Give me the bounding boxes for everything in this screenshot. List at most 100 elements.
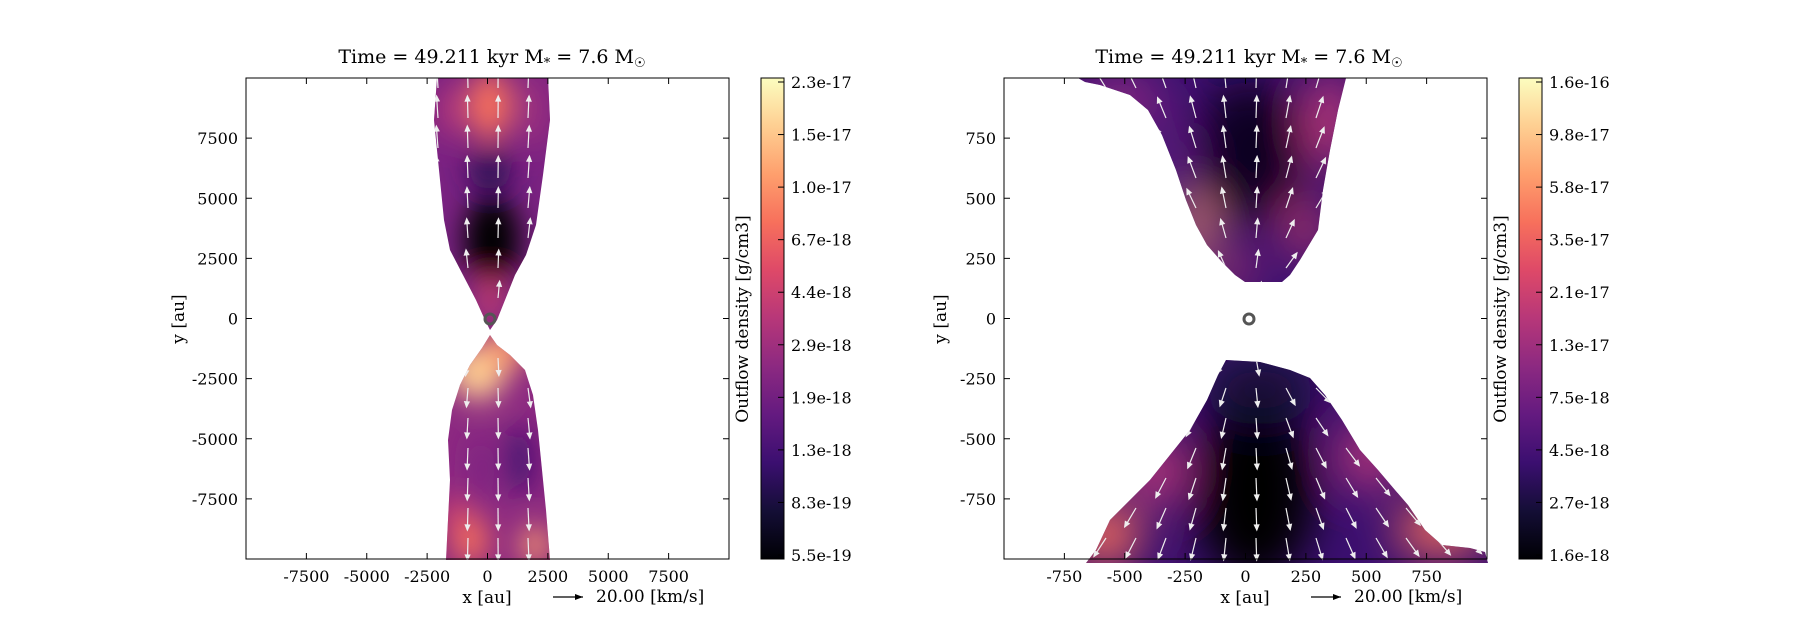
velocity-arrow — [708, 67, 713, 88]
velocity-arrowhead — [404, 525, 408, 530]
velocity-arrowhead — [1188, 125, 1195, 134]
velocity-arrow — [1346, 294, 1366, 298]
velocity-arrow — [466, 78, 469, 89]
velocity-arrow — [1466, 103, 1482, 118]
velocity-arrow — [588, 96, 591, 118]
velocity-arrowhead — [1356, 394, 1365, 401]
velocity-arrowhead — [302, 368, 307, 373]
velocity-arrow — [1125, 99, 1136, 118]
velocity-arrowhead — [1421, 360, 1429, 365]
x-tick-label: 0 — [1240, 567, 1250, 586]
velocity-arrowhead — [434, 124, 440, 132]
velocity-arrowhead — [1124, 97, 1131, 106]
velocity-arrowhead — [562, 370, 566, 375]
velocity-arrowhead — [370, 402, 374, 407]
velocity-arrow — [296, 328, 318, 333]
velocity-arrowhead — [1183, 397, 1191, 405]
velocity-arrowhead — [1418, 424, 1426, 431]
velocity-arrowhead — [342, 126, 346, 131]
velocity-arrowhead — [997, 454, 1002, 458]
velocity-arrowhead — [313, 66, 317, 71]
velocity-arrow — [1031, 71, 1046, 88]
velocity-arrow — [432, 358, 438, 376]
velocity-arrowhead — [1386, 162, 1391, 167]
velocity-arrowhead — [403, 464, 407, 469]
velocity-arrow — [374, 156, 378, 178]
velocity-arrow — [618, 328, 638, 334]
velocity-arrowhead — [619, 96, 623, 101]
velocity-arrow — [399, 358, 408, 375]
colorbar-tick-label: 4.4e-18 — [791, 283, 852, 302]
velocity-arrow — [1028, 165, 1046, 178]
velocity-arrow — [1345, 257, 1346, 269]
velocity-arrowhead — [240, 366, 245, 371]
velocity-arrow — [266, 328, 288, 332]
velocity-arrowhead — [249, 463, 253, 468]
velocity-arrowhead — [651, 464, 655, 469]
velocity-arrow — [708, 328, 730, 332]
velocity-arrow — [406, 538, 408, 560]
velocity-arrow — [1376, 295, 1397, 298]
velocity-arrowhead — [433, 402, 437, 407]
velocity-arrowhead — [557, 126, 561, 131]
x-tick-label: 2500 — [528, 567, 569, 586]
velocity-arrowhead — [1056, 392, 1061, 396]
velocity-arrowhead — [1147, 327, 1152, 331]
panel-1-density-field — [434, 78, 550, 560]
velocity-arrowhead — [526, 432, 533, 440]
velocity-arrow — [648, 448, 654, 469]
velocity-arrow — [1029, 134, 1046, 148]
velocity-arrow — [433, 250, 438, 268]
velocity-arrow — [1346, 192, 1360, 208]
velocity-arrow — [1060, 133, 1076, 148]
velocity-arrow — [678, 538, 683, 560]
velocity-arrow — [1346, 225, 1362, 238]
velocity-arrow — [313, 96, 318, 118]
velocity-arrowhead — [655, 402, 659, 407]
velocity-arrow — [1027, 448, 1046, 460]
velocity-arrow — [527, 249, 532, 269]
velocity-arrowhead — [309, 433, 313, 438]
velocity-arrowhead — [1361, 327, 1366, 331]
velocity-arrow — [1086, 360, 1107, 365]
panel-2: Time = 49.211 kyr M* = 7.6 M☉ — [931, 46, 1610, 608]
velocity-arrow — [1000, 73, 1016, 88]
velocity-arrowhead — [1054, 294, 1059, 298]
velocity-arrow — [436, 448, 438, 469]
velocity-arrowhead — [652, 187, 656, 192]
velocity-arrow — [708, 448, 717, 468]
velocity-arrowhead — [329, 287, 334, 291]
velocity-arrowhead — [248, 189, 252, 194]
velocity-arrowhead — [1116, 327, 1121, 331]
velocity-arrowhead — [372, 187, 376, 192]
x-tick-label: 0 — [482, 567, 492, 586]
velocity-arrow — [313, 508, 318, 529]
velocity-arrowhead — [1086, 393, 1091, 397]
velocity-arrow — [588, 187, 593, 208]
velocity-arrowhead — [620, 464, 624, 469]
velocity-arrowhead — [680, 524, 684, 529]
velocity-arrowhead — [1450, 390, 1459, 397]
velocity-arrow — [1150, 223, 1167, 239]
velocity-arrow — [1406, 295, 1428, 298]
velocity-arrow — [588, 538, 590, 560]
velocity-arrowhead — [710, 97, 714, 102]
velocity-arrow — [708, 538, 713, 559]
velocity-arrowhead — [1084, 327, 1089, 331]
velocity-arrowhead — [1384, 130, 1389, 135]
velocity-arrow — [1116, 358, 1136, 365]
velocity-arrow — [1466, 230, 1487, 238]
velocity-arrowhead — [342, 126, 346, 131]
velocity-arrowhead — [339, 218, 343, 223]
velocity-arrow — [648, 218, 658, 238]
velocity-arrowhead — [1155, 159, 1159, 164]
velocity-arrow — [402, 388, 408, 407]
velocity-arrow — [618, 218, 626, 238]
velocity-arrowhead — [1031, 549, 1036, 554]
velocity-arrowhead — [594, 370, 599, 375]
velocity-arrowhead — [251, 97, 255, 102]
velocity-arrowhead — [1359, 259, 1364, 263]
velocity-arrowhead — [1451, 360, 1459, 365]
velocity-arrow — [618, 187, 624, 208]
velocity-arrow — [333, 358, 348, 374]
